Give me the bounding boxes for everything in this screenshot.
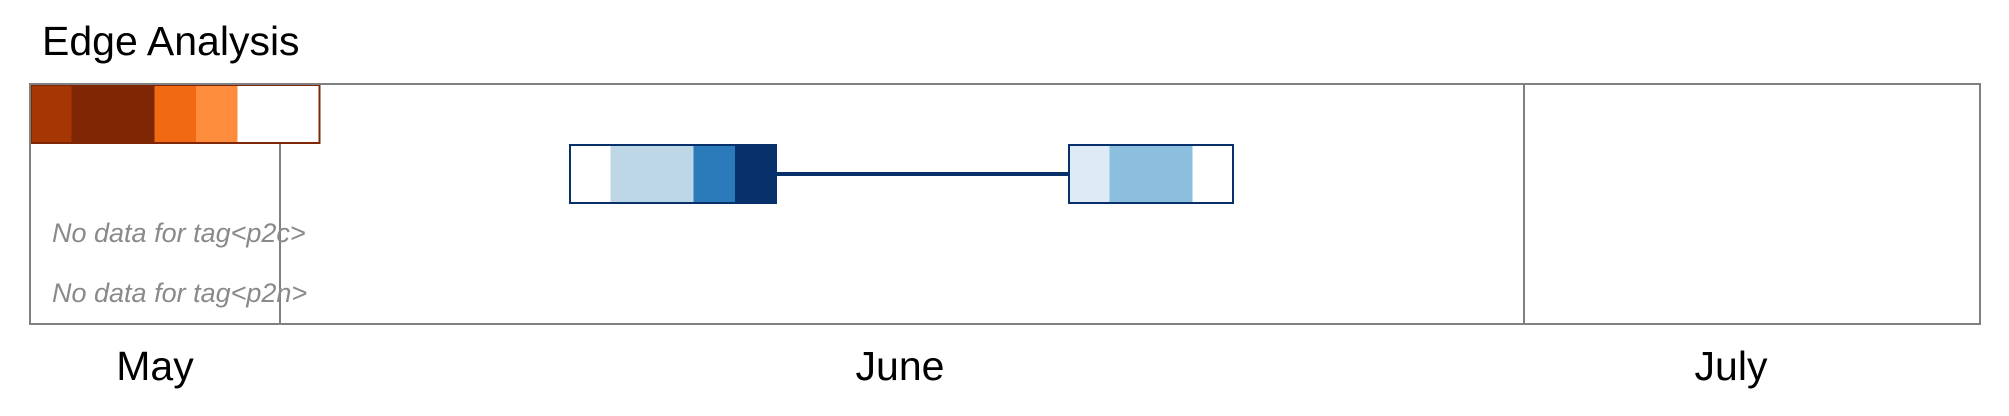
no-data-label-p2n: No data for tag<p2n>: [52, 278, 307, 308]
month-label-may: May: [116, 343, 194, 389]
row-0: [30, 84, 321, 144]
no-data-label-p2c: No data for tag<p2c>: [52, 218, 306, 248]
month-labels: May June July: [116, 343, 1768, 389]
chart-title: Edge Analysis: [42, 18, 300, 64]
heat-cell: [1068, 144, 1110, 204]
block-border: [1068, 144, 1234, 204]
heat-cell: [279, 84, 321, 144]
chart-rows: [30, 84, 1235, 204]
heat-cell: [693, 144, 736, 204]
month-dividers: [279, 84, 1525, 324]
heat-cell: [652, 144, 694, 204]
month-label-june: June: [856, 343, 945, 389]
heat-cell: [113, 84, 155, 144]
heat-cell: [196, 84, 238, 144]
block-border: [569, 144, 777, 204]
heat-cell: [569, 144, 611, 204]
no-data-messages: No data for tag<p2c> No data for tag<p2n>: [52, 218, 307, 308]
heat-cell: [735, 144, 777, 204]
row-1: [569, 144, 1235, 204]
month-label-july: July: [1695, 343, 1768, 389]
plot-frame: [29, 83, 1981, 325]
heat-cell: [1192, 144, 1235, 204]
heat-cell: [1109, 144, 1152, 204]
heat-cell: [71, 84, 114, 144]
heat-cell: [154, 84, 197, 144]
heat-cell: [237, 84, 280, 144]
heat-cell: [1151, 144, 1193, 204]
heat-cell: [30, 84, 72, 144]
heat-cell: [610, 144, 653, 204]
